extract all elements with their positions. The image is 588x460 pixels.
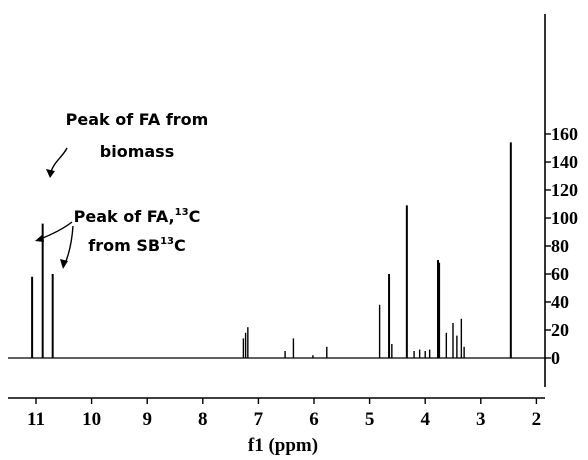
annotation-fa-13c-tail: C (189, 207, 201, 226)
y-tick-label: 80 (551, 236, 569, 256)
arrowhead-13c-left (35, 234, 44, 242)
arrow-13c-right (63, 225, 74, 267)
annotation-fa-13c-line1: Peak of FA,13C (74, 207, 201, 226)
y-tick-label: 120 (551, 180, 578, 200)
y-tick-label: 60 (551, 264, 569, 284)
x-tick-label: 10 (82, 409, 101, 430)
annotation-sb13c-text: from SB (88, 236, 160, 255)
annotation-fa-13c-sup: 13 (175, 207, 189, 218)
y-tick-label: 100 (551, 208, 578, 228)
x-tick-label: 9 (142, 409, 152, 430)
x-tick-label: 2 (532, 409, 542, 430)
annotation-fa-biomass-line2: biomass (100, 142, 174, 161)
y-tick-label: 40 (551, 292, 569, 312)
arrowhead-13c-right (60, 259, 68, 269)
x-tick-label: 6 (309, 409, 319, 430)
x-tick-label: 7 (254, 409, 264, 430)
y-tick-label: 0 (551, 348, 560, 368)
annotation-fa-biomass-line1: Peak of FA from (66, 110, 209, 129)
arrowhead-biomass (46, 169, 55, 178)
x-axis-label: f1 (ppm) (248, 435, 318, 456)
x-tick-label: 4 (420, 409, 430, 430)
x-tick-label: 3 (476, 409, 486, 430)
x-tick-label: 8 (198, 409, 208, 430)
annotation-sb13c-sup: 13 (160, 236, 174, 247)
y-tick-label: 160 (551, 124, 578, 144)
annotation-fa-13c-text: Peak of FA, (74, 207, 175, 226)
annotation-fa-13c-line2: from SB13C (88, 236, 185, 255)
x-tick-label: 11 (27, 409, 45, 430)
x-tick-label: 5 (365, 409, 375, 430)
y-tick-label: 140 (551, 152, 578, 172)
y-tick-label: 20 (551, 320, 569, 340)
annotation-sb13c-tail: C (174, 236, 186, 255)
